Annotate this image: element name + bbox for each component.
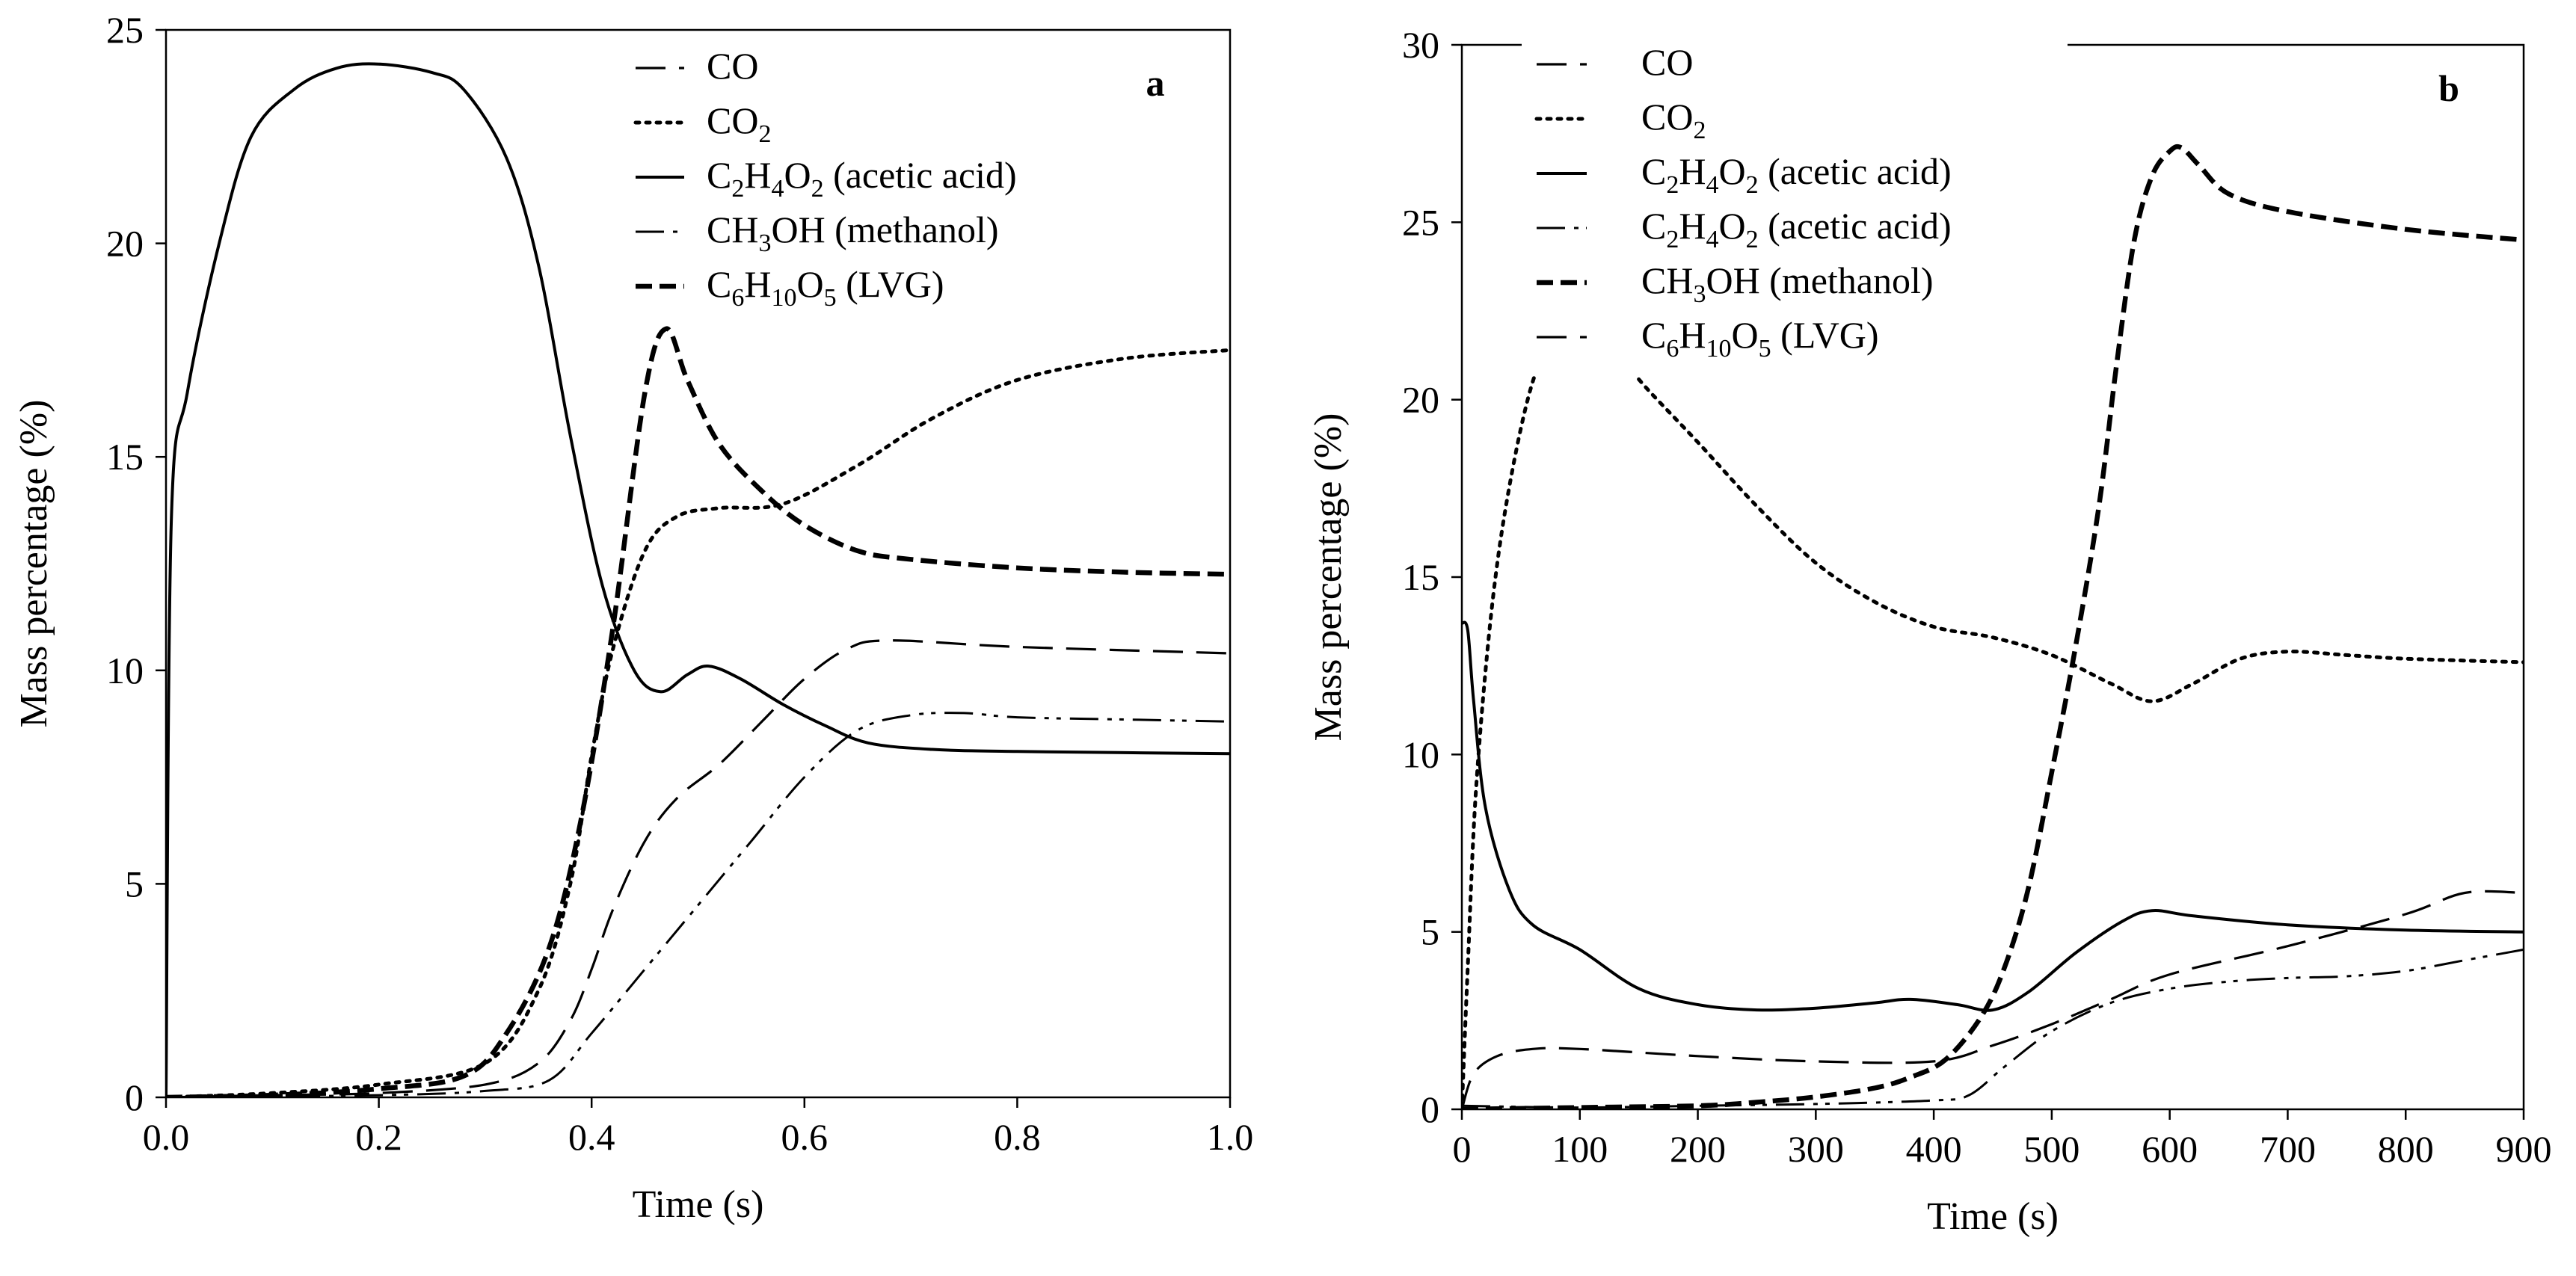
legend-background: [621, 45, 1084, 325]
chart-panel-a: 0.0 0.2 0.4 0.6 0.8 1.0 0 5 10 15 20 25 Time (s) Mass…: [13, 9, 1253, 1226]
x-tick-label: 0.4: [568, 1116, 615, 1158]
legend-entry: CO: [707, 45, 758, 87]
series-line-ch3oh-methanol-: [1462, 948, 2524, 1109]
legend-entry: C2H4O2 (acetic acid): [1641, 150, 1952, 199]
panel-letter: b: [2438, 67, 2459, 109]
x-tick-label: 0.8: [994, 1116, 1041, 1158]
x-axis-title: Time (s): [633, 1183, 764, 1226]
series-line-c6h10o5-lvg-: [166, 326, 1230, 1097]
legend-background: [1522, 41, 2068, 376]
legend-entry: CH3OH (methanol): [707, 209, 999, 257]
y-axis-title: Mass percentage (%): [13, 400, 55, 728]
x-tick-label: 500: [2023, 1128, 2079, 1170]
legend-entry: CH3OH (methanol): [1641, 259, 1934, 308]
x-tick-label: 400: [1906, 1128, 1962, 1170]
legend-entry: C2H4O2 (acetic acid): [707, 154, 1017, 203]
y-tick-label: 25: [1402, 201, 1439, 243]
legend-entry: CO2: [707, 99, 771, 148]
y-tick-label: 20: [1402, 379, 1439, 421]
series-line-co2: [166, 348, 1230, 1097]
x-tick-label: 100: [1552, 1128, 1608, 1170]
y-tick-label: 0: [1421, 1088, 1439, 1130]
y-tick-label: 15: [106, 436, 144, 478]
x-tick-label: 700: [2260, 1128, 2316, 1170]
series-line-co2: [1462, 325, 2524, 1109]
series-line-c2h4o2-acetic-acid-: [166, 62, 1230, 1097]
series-line-co: [166, 639, 1230, 1097]
y-tick-label: 0: [125, 1076, 144, 1118]
series-line-co: [1462, 890, 2524, 1109]
x-tick-label: 800: [2378, 1128, 2434, 1170]
x-axis-title: Time (s): [1927, 1195, 2059, 1238]
series-line-ch3oh-methanol-: [166, 712, 1230, 1097]
y-tick-label: 20: [106, 223, 144, 265]
y-tick-label: 10: [106, 650, 144, 691]
legend-entry: C6H10O5 (LVG): [1641, 314, 1879, 363]
panel-letter: a: [1146, 62, 1165, 104]
x-tick-label: 1.0: [1207, 1116, 1254, 1158]
legend-entry: CO2: [1641, 96, 1706, 144]
chart-panel-b: 0 100 200 300 400 500 600 700 800 900 0 5 10 15 20 25 30…: [1307, 24, 2552, 1238]
series-line-c2h4o2-acetic-acid-: [1462, 620, 2524, 1012]
x-tick-label: 0.6: [781, 1116, 829, 1158]
y-tick-label: 30: [1402, 24, 1439, 66]
plot-frame: [165, 28, 1232, 1099]
x-tick-label: 300: [1788, 1128, 1844, 1170]
x-tick-label: 200: [1670, 1128, 1726, 1170]
y-tick-label: 15: [1402, 556, 1439, 598]
y-tick-label: 5: [1421, 911, 1439, 953]
x-tick-label: 900: [2496, 1128, 2552, 1170]
legend-entry: CO: [1641, 41, 1693, 83]
y-tick-label: 25: [106, 9, 144, 51]
x-tick-label: 0: [1453, 1128, 1472, 1170]
x-tick-label: 0.2: [355, 1116, 402, 1158]
x-tick-label: 600: [2142, 1128, 2198, 1170]
legend-entry: C6H10O5 (LVG): [707, 263, 944, 312]
y-tick-label: 5: [125, 863, 144, 904]
y-tick-label: 10: [1402, 733, 1439, 775]
x-tick-label: 0.0: [143, 1116, 190, 1158]
series-line-c6h10o5-lvg-: [1462, 144, 2524, 1109]
legend-entry: C2H4O2 (acetic acid): [1641, 205, 1952, 253]
y-axis-title: Mass percentage (%): [1307, 413, 1350, 742]
